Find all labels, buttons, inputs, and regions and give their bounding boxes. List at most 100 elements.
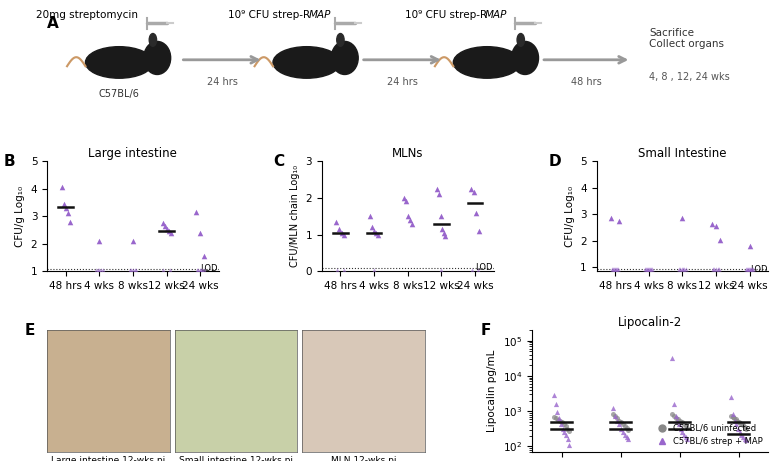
Point xyxy=(611,266,623,273)
Point xyxy=(737,433,750,441)
Point xyxy=(397,194,410,201)
Point xyxy=(563,427,575,434)
Point xyxy=(364,213,376,220)
Point xyxy=(194,266,206,274)
Point xyxy=(190,208,202,216)
Point xyxy=(642,266,655,273)
Point xyxy=(95,266,107,274)
Point xyxy=(674,425,687,432)
Point xyxy=(196,266,209,274)
Point xyxy=(615,419,627,426)
Point xyxy=(89,266,102,274)
Text: 24 hrs: 24 hrs xyxy=(387,77,418,88)
Point xyxy=(555,419,568,426)
Point xyxy=(708,266,720,273)
Point xyxy=(737,421,750,429)
Text: B: B xyxy=(4,154,16,169)
Point xyxy=(368,266,380,273)
Point xyxy=(611,414,623,422)
Point xyxy=(158,222,171,230)
Point xyxy=(162,228,175,235)
Circle shape xyxy=(511,41,539,75)
Point xyxy=(676,266,688,273)
X-axis label: MLN 12-wks pi: MLN 12-wks pi xyxy=(331,456,396,461)
Point xyxy=(744,266,757,273)
Point xyxy=(612,417,625,425)
Point xyxy=(561,425,574,432)
Y-axis label: CFU/g Log₁₀: CFU/g Log₁₀ xyxy=(15,186,25,247)
Point xyxy=(681,435,694,443)
Point xyxy=(198,253,211,260)
Point xyxy=(745,266,757,273)
Text: MAP: MAP xyxy=(308,10,331,20)
Point xyxy=(192,266,205,274)
Ellipse shape xyxy=(517,34,524,46)
Point xyxy=(127,237,140,245)
Point xyxy=(742,266,755,273)
Point xyxy=(404,216,416,224)
Point xyxy=(677,420,690,428)
Point xyxy=(553,414,565,421)
Point xyxy=(372,231,384,238)
Point xyxy=(123,266,136,274)
Text: 4, 8 , 12, 24 wks: 4, 8 , 12, 24 wks xyxy=(649,72,730,83)
Point xyxy=(729,416,742,423)
Point xyxy=(93,237,106,245)
Point xyxy=(674,266,687,273)
Point xyxy=(548,392,561,399)
Point xyxy=(96,266,109,274)
Point xyxy=(616,428,629,436)
Point xyxy=(734,419,746,426)
Point xyxy=(405,220,418,227)
Point xyxy=(467,189,480,196)
Point xyxy=(552,416,564,424)
Text: C: C xyxy=(274,154,285,169)
Point xyxy=(608,266,620,273)
Text: 48 hrs: 48 hrs xyxy=(571,77,601,88)
Point xyxy=(712,266,724,273)
Point xyxy=(337,266,350,273)
Point xyxy=(194,266,207,274)
Point xyxy=(643,266,655,273)
Point xyxy=(91,266,103,274)
Point xyxy=(164,266,176,274)
Point xyxy=(681,425,694,432)
Point xyxy=(619,431,631,439)
Point xyxy=(671,417,684,425)
Y-axis label: CFU/MLN chain Log₁₀: CFU/MLN chain Log₁₀ xyxy=(290,165,300,267)
Point xyxy=(710,223,722,230)
Point xyxy=(727,414,739,421)
Point xyxy=(666,355,678,362)
Point xyxy=(370,229,383,236)
Point xyxy=(466,266,478,273)
Point xyxy=(616,421,629,428)
X-axis label: Small intestine 12-wks pi: Small intestine 12-wks pi xyxy=(179,456,293,461)
Point xyxy=(473,227,485,235)
Point xyxy=(673,417,686,425)
Point xyxy=(431,185,444,192)
Title: MLNs: MLNs xyxy=(392,147,423,160)
Point xyxy=(645,266,658,273)
Point xyxy=(60,204,72,212)
Point xyxy=(740,266,753,273)
Point xyxy=(125,266,137,274)
Point xyxy=(557,420,570,428)
Point xyxy=(338,231,350,238)
Point xyxy=(561,436,574,443)
Point xyxy=(725,393,738,400)
Point xyxy=(435,266,448,273)
Text: LOD: LOD xyxy=(750,265,768,274)
Text: MAP: MAP xyxy=(485,10,507,20)
Point xyxy=(746,266,758,273)
Point xyxy=(612,266,625,273)
Point xyxy=(679,423,691,430)
Circle shape xyxy=(143,41,171,75)
Text: D: D xyxy=(549,154,561,169)
Point xyxy=(608,413,621,420)
Point xyxy=(622,426,635,433)
Point xyxy=(620,433,633,441)
Point xyxy=(191,266,203,274)
Point xyxy=(401,213,414,220)
Point xyxy=(640,266,652,273)
Point xyxy=(551,408,564,416)
